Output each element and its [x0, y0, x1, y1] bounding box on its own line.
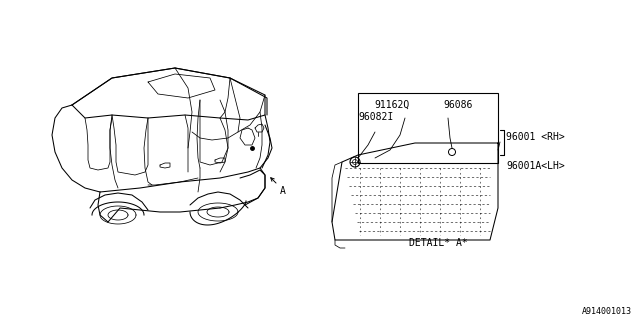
Text: A: A: [280, 186, 286, 196]
Text: 96001A<LH>: 96001A<LH>: [506, 161, 564, 171]
Text: 96082I: 96082I: [358, 112, 393, 122]
Text: 96001 <RH>: 96001 <RH>: [506, 132, 564, 142]
Text: 96086: 96086: [444, 100, 473, 110]
Bar: [358, 93, 498, 163]
Text: 91162Q: 91162Q: [374, 100, 410, 110]
Text: A914001013: A914001013: [582, 307, 632, 316]
Text: DETAIL* A*: DETAIL* A*: [408, 238, 467, 248]
